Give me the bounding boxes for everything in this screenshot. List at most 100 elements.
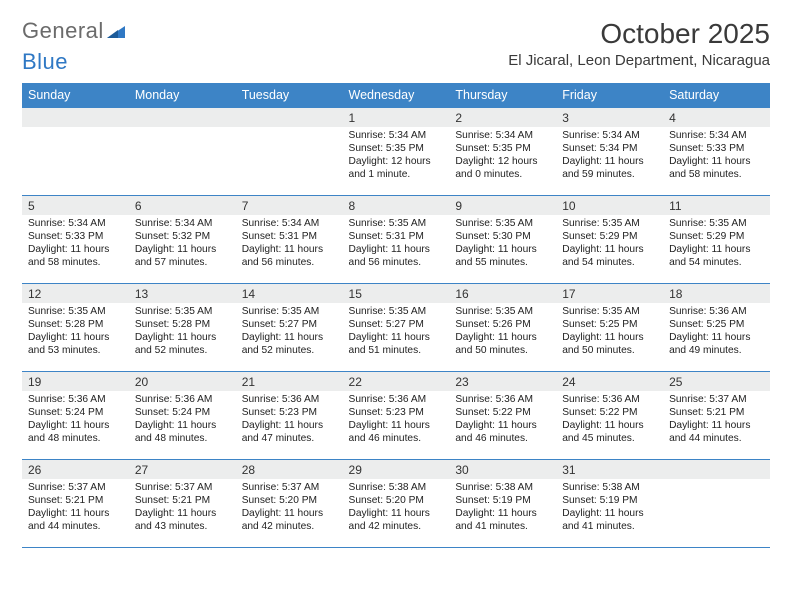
logo: General (22, 18, 125, 44)
daylight-text: Daylight: 11 hours and 44 minutes. (669, 419, 764, 445)
day-number: 15 (343, 284, 450, 303)
sunset-text: Sunset: 5:25 PM (669, 318, 764, 331)
sunset-text: Sunset: 5:27 PM (349, 318, 444, 331)
day-details: Sunrise: 5:36 AMSunset: 5:23 PMDaylight:… (343, 391, 450, 449)
day-header-tue: Tuesday (236, 83, 343, 108)
day-details: Sunrise: 5:37 AMSunset: 5:20 PMDaylight:… (236, 479, 343, 537)
location-text: El Jicaral, Leon Department, Nicaragua (508, 52, 770, 69)
sunrise-text: Sunrise: 5:34 AM (135, 217, 230, 230)
day-number: 18 (663, 284, 770, 303)
day-header-wed: Wednesday (343, 83, 450, 108)
sunset-text: Sunset: 5:35 PM (349, 142, 444, 155)
week-row: 1Sunrise: 5:34 AMSunset: 5:35 PMDaylight… (22, 108, 770, 196)
daylight-text: Daylight: 11 hours and 45 minutes. (562, 419, 657, 445)
calendar-page: General October 2025 El Jicaral, Leon De… (0, 0, 792, 566)
daylight-text: Daylight: 11 hours and 41 minutes. (455, 507, 550, 533)
day-number: 19 (22, 372, 129, 391)
sunrise-text: Sunrise: 5:38 AM (455, 481, 550, 494)
day-cell: 12Sunrise: 5:35 AMSunset: 5:28 PMDayligh… (22, 284, 129, 372)
sunset-text: Sunset: 5:22 PM (455, 406, 550, 419)
daylight-text: Daylight: 11 hours and 54 minutes. (562, 243, 657, 269)
logo-triangle-icon (107, 18, 125, 44)
sunrise-text: Sunrise: 5:37 AM (28, 481, 123, 494)
day-header-thu: Thursday (449, 83, 556, 108)
day-cell: 28Sunrise: 5:37 AMSunset: 5:20 PMDayligh… (236, 460, 343, 548)
day-details: Sunrise: 5:35 AMSunset: 5:28 PMDaylight:… (129, 303, 236, 361)
day-header-sun: Sunday (22, 83, 129, 108)
day-number: 11 (663, 196, 770, 215)
day-cell (22, 108, 129, 196)
day-details (129, 127, 236, 133)
daylight-text: Daylight: 11 hours and 55 minutes. (455, 243, 550, 269)
day-number: 9 (449, 196, 556, 215)
daylight-text: Daylight: 11 hours and 46 minutes. (349, 419, 444, 445)
sunset-text: Sunset: 5:29 PM (562, 230, 657, 243)
logo-text-blue: Blue (22, 49, 68, 75)
title-block: October 2025 El Jicaral, Leon Department… (508, 18, 770, 69)
day-number: 31 (556, 460, 663, 479)
sunrise-text: Sunrise: 5:34 AM (455, 129, 550, 142)
week-row: 26Sunrise: 5:37 AMSunset: 5:21 PMDayligh… (22, 460, 770, 548)
day-cell: 2Sunrise: 5:34 AMSunset: 5:35 PMDaylight… (449, 108, 556, 196)
daylight-text: Daylight: 11 hours and 41 minutes. (562, 507, 657, 533)
day-details: Sunrise: 5:35 AMSunset: 5:29 PMDaylight:… (663, 215, 770, 273)
day-details: Sunrise: 5:34 AMSunset: 5:34 PMDaylight:… (556, 127, 663, 185)
day-cell: 5Sunrise: 5:34 AMSunset: 5:33 PMDaylight… (22, 196, 129, 284)
sunset-text: Sunset: 5:21 PM (669, 406, 764, 419)
sunrise-text: Sunrise: 5:35 AM (455, 217, 550, 230)
sunset-text: Sunset: 5:19 PM (455, 494, 550, 507)
day-number (236, 108, 343, 127)
daylight-text: Daylight: 11 hours and 50 minutes. (455, 331, 550, 357)
daylight-text: Daylight: 11 hours and 48 minutes. (28, 419, 123, 445)
daylight-text: Daylight: 11 hours and 54 minutes. (669, 243, 764, 269)
day-details: Sunrise: 5:34 AMSunset: 5:35 PMDaylight:… (343, 127, 450, 185)
sunrise-text: Sunrise: 5:36 AM (562, 393, 657, 406)
day-cell: 17Sunrise: 5:35 AMSunset: 5:25 PMDayligh… (556, 284, 663, 372)
day-number: 6 (129, 196, 236, 215)
sunrise-text: Sunrise: 5:36 AM (455, 393, 550, 406)
sunset-text: Sunset: 5:19 PM (562, 494, 657, 507)
sunrise-text: Sunrise: 5:35 AM (455, 305, 550, 318)
daylight-text: Daylight: 11 hours and 50 minutes. (562, 331, 657, 357)
day-details: Sunrise: 5:36 AMSunset: 5:22 PMDaylight:… (449, 391, 556, 449)
day-details: Sunrise: 5:35 AMSunset: 5:27 PMDaylight:… (343, 303, 450, 361)
day-details: Sunrise: 5:34 AMSunset: 5:32 PMDaylight:… (129, 215, 236, 273)
day-details: Sunrise: 5:38 AMSunset: 5:19 PMDaylight:… (449, 479, 556, 537)
day-details: Sunrise: 5:35 AMSunset: 5:31 PMDaylight:… (343, 215, 450, 273)
daylight-text: Daylight: 11 hours and 44 minutes. (28, 507, 123, 533)
day-details: Sunrise: 5:37 AMSunset: 5:21 PMDaylight:… (663, 391, 770, 449)
day-details: Sunrise: 5:38 AMSunset: 5:20 PMDaylight:… (343, 479, 450, 537)
sunset-text: Sunset: 5:26 PM (455, 318, 550, 331)
day-cell: 13Sunrise: 5:35 AMSunset: 5:28 PMDayligh… (129, 284, 236, 372)
sunset-text: Sunset: 5:22 PM (562, 406, 657, 419)
day-cell: 1Sunrise: 5:34 AMSunset: 5:35 PMDaylight… (343, 108, 450, 196)
sunrise-text: Sunrise: 5:34 AM (669, 129, 764, 142)
month-title: October 2025 (508, 18, 770, 50)
day-details: Sunrise: 5:35 AMSunset: 5:26 PMDaylight:… (449, 303, 556, 361)
daylight-text: Daylight: 11 hours and 46 minutes. (455, 419, 550, 445)
day-details (22, 127, 129, 133)
sunrise-text: Sunrise: 5:34 AM (562, 129, 657, 142)
daylight-text: Daylight: 12 hours and 0 minutes. (455, 155, 550, 181)
day-cell: 20Sunrise: 5:36 AMSunset: 5:24 PMDayligh… (129, 372, 236, 460)
daylight-text: Daylight: 11 hours and 42 minutes. (242, 507, 337, 533)
day-cell: 7Sunrise: 5:34 AMSunset: 5:31 PMDaylight… (236, 196, 343, 284)
day-cell: 16Sunrise: 5:35 AMSunset: 5:26 PMDayligh… (449, 284, 556, 372)
sunset-text: Sunset: 5:31 PM (349, 230, 444, 243)
day-number (663, 460, 770, 479)
daylight-text: Daylight: 11 hours and 58 minutes. (28, 243, 123, 269)
logo-text-gray: General (22, 18, 104, 44)
day-header-mon: Monday (129, 83, 236, 108)
day-number: 13 (129, 284, 236, 303)
day-number: 20 (129, 372, 236, 391)
day-cell: 14Sunrise: 5:35 AMSunset: 5:27 PMDayligh… (236, 284, 343, 372)
day-number: 12 (22, 284, 129, 303)
sunrise-text: Sunrise: 5:35 AM (349, 217, 444, 230)
day-cell: 24Sunrise: 5:36 AMSunset: 5:22 PMDayligh… (556, 372, 663, 460)
week-row: 5Sunrise: 5:34 AMSunset: 5:33 PMDaylight… (22, 196, 770, 284)
sunset-text: Sunset: 5:23 PM (242, 406, 337, 419)
sunset-text: Sunset: 5:23 PM (349, 406, 444, 419)
day-number: 17 (556, 284, 663, 303)
day-number: 14 (236, 284, 343, 303)
daylight-text: Daylight: 11 hours and 56 minutes. (349, 243, 444, 269)
